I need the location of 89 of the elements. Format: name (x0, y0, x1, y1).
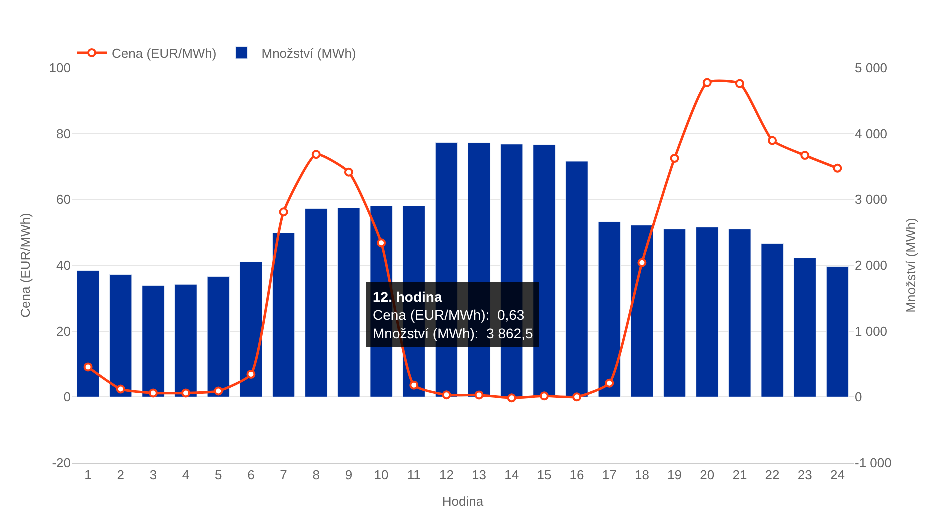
bar (728, 229, 752, 398)
bar (207, 276, 230, 398)
bar (338, 208, 360, 398)
x-tick-label: 22 (765, 468, 780, 483)
y-tick-label: 20 (56, 324, 71, 339)
y2-tick-label: 3 000 (855, 192, 888, 208)
point (768, 136, 778, 146)
point (246, 370, 256, 379)
x-tick-label: 15 (537, 468, 552, 483)
x-tick-label: 1 (84, 468, 92, 483)
annotation: Cena (EUR/MWh): 0,63 (373, 307, 525, 324)
bar (142, 286, 165, 398)
x-tick-label: 8 (312, 468, 320, 483)
point (312, 150, 321, 160)
bar (110, 274, 132, 398)
x-tick-label: 19 (668, 468, 682, 483)
x-tick-label: 13 (472, 468, 487, 483)
point (572, 392, 582, 402)
y-tick-label: 80 (56, 126, 71, 142)
point (279, 208, 288, 217)
bar (272, 232, 296, 398)
x-tick-label: 12 (439, 468, 454, 483)
y2-tick-label: 1 000 (855, 324, 888, 339)
bar (630, 225, 654, 398)
y2-axis-title: Množství (MWh) (903, 218, 918, 313)
bar (566, 161, 588, 398)
point (638, 258, 647, 268)
y2-tick-label: -1 000 (855, 456, 892, 471)
bar (76, 270, 100, 398)
x-axis-title: Hodina (442, 494, 484, 510)
point (540, 392, 549, 401)
bar (761, 244, 784, 398)
bar (533, 144, 556, 398)
point (116, 384, 126, 394)
bar (663, 229, 686, 398)
x-tick-label: 14 (504, 468, 520, 483)
point (735, 79, 744, 88)
x-tick-label: 21 (732, 468, 748, 483)
legend-label: Cena (EUR/MWh) (112, 46, 217, 62)
point (377, 238, 386, 248)
x-tick-label: 3 (150, 468, 158, 483)
x-tick-label: 18 (634, 468, 650, 483)
y-axis-title: Cena (EUR/MWh) (18, 213, 34, 318)
annotation: Množství (MWh): 3 862,5 (373, 325, 534, 342)
x-tick-label: 7 (280, 468, 288, 483)
bar (240, 262, 263, 398)
point (84, 362, 93, 372)
point (474, 390, 484, 400)
point (702, 78, 712, 88)
legend-label: Množství (MWh) (262, 46, 356, 62)
x-tick-label: 23 (798, 468, 812, 483)
bar (826, 266, 850, 398)
y-tick-label: -20 (52, 456, 71, 471)
point (410, 380, 419, 390)
y2-tick-label: 4 000 (855, 126, 888, 142)
y2-tick-label: 2 000 (855, 258, 888, 274)
x-tick-label: 24 (830, 468, 845, 483)
bar (696, 227, 719, 398)
bar (174, 284, 198, 398)
x-tick-label: 9 (345, 468, 353, 483)
y-tick-label: 100 (49, 60, 71, 76)
x-tick-label: 16 (570, 468, 584, 483)
point (442, 390, 452, 400)
point (182, 388, 191, 398)
y-tick-label: 40 (56, 258, 71, 274)
x-tick-label: 2 (117, 468, 124, 483)
x-tick-label: 6 (248, 468, 255, 483)
x-tick-label: 17 (602, 468, 617, 483)
x-tick-label: 4 (182, 468, 190, 483)
bar (305, 208, 328, 398)
point (670, 154, 680, 164)
y2-tick-label: 0 (855, 390, 862, 405)
point (800, 151, 810, 160)
y-tick-label: 60 (56, 192, 71, 208)
bar (794, 258, 816, 398)
point (214, 386, 224, 396)
point (507, 394, 516, 403)
point (833, 164, 842, 173)
point (148, 388, 158, 398)
point (344, 168, 354, 177)
annotation: 12. hodina (373, 289, 442, 305)
x-tick-label: 10 (374, 468, 389, 483)
y-tick-label: 0 (64, 390, 71, 405)
x-tick-label: 20 (700, 468, 715, 483)
bar (598, 222, 621, 398)
x-tick-label: 5 (215, 468, 222, 483)
y2-tick-label: 5 000 (855, 60, 888, 76)
x-tick-label: 11 (407, 468, 421, 483)
point (605, 378, 614, 388)
